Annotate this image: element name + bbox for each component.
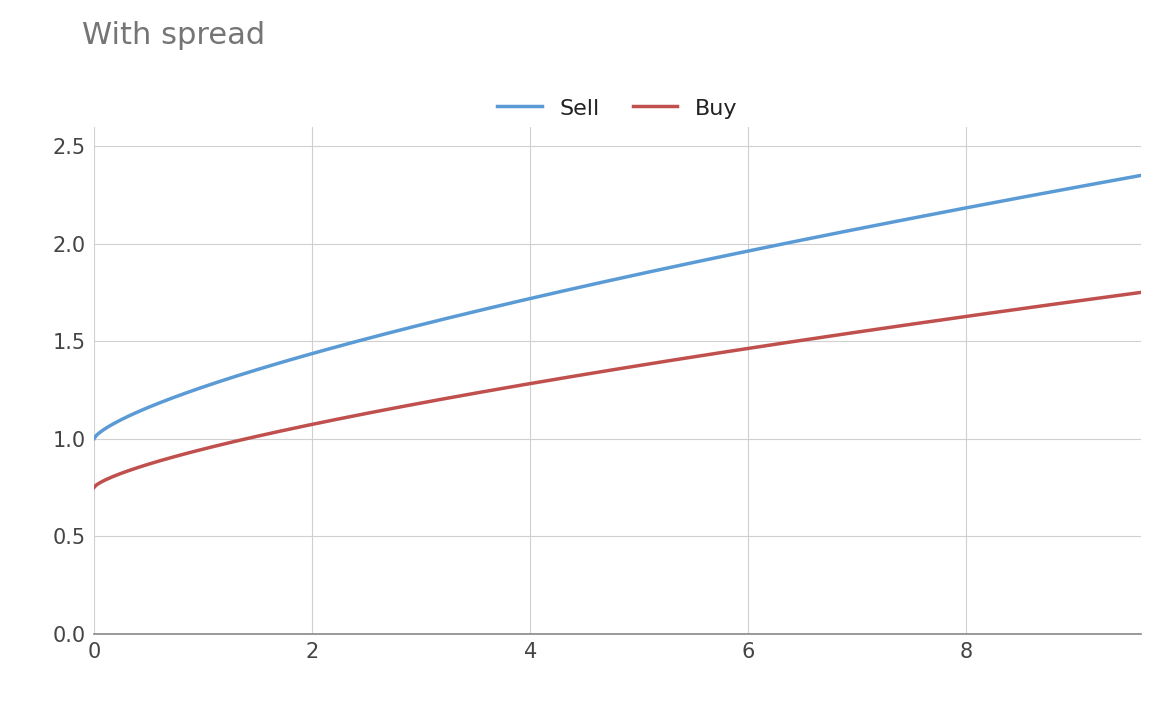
Buy — [1109, 291, 1123, 300]
Buy — [710, 349, 724, 358]
Sell — [87, 434, 101, 443]
Buy — [584, 369, 599, 377]
Text: With spread: With spread — [82, 21, 266, 50]
Buy — [944, 314, 958, 322]
Buy — [1134, 288, 1148, 296]
Sell — [1109, 176, 1123, 184]
Line: Sell: Sell — [94, 175, 1141, 439]
Buy — [654, 358, 668, 366]
Sell — [654, 265, 668, 274]
Legend: Sell, Buy: Sell, Buy — [497, 97, 737, 119]
Sell — [590, 279, 604, 287]
Sell — [710, 253, 724, 262]
Buy — [87, 483, 101, 491]
Buy — [590, 368, 604, 377]
Sell — [584, 280, 599, 289]
Sell — [944, 206, 958, 215]
Sell — [1134, 171, 1148, 180]
Line: Buy: Buy — [94, 292, 1141, 487]
